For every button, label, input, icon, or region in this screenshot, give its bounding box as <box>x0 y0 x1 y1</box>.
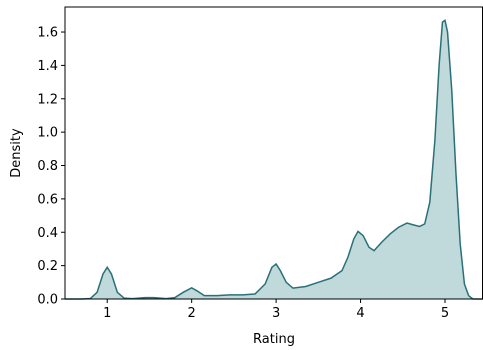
y-tick-label: 0.6 <box>37 192 58 207</box>
x-axis: 1 2 3 4 5 <box>103 299 449 321</box>
x-tick-label: 5 <box>441 306 449 321</box>
y-tick-label: 1.2 <box>37 92 58 107</box>
y-tick-label: 0.0 <box>37 293 58 308</box>
x-tick-label: 4 <box>356 306 364 321</box>
y-tick-label: 0.4 <box>37 226 58 241</box>
x-tick-label: 3 <box>272 306 280 321</box>
density-area-0 <box>65 20 483 299</box>
x-tick-label: 1 <box>103 306 111 321</box>
x-axis-label: Rating <box>253 332 295 347</box>
y-tick-label: 1.4 <box>37 59 58 74</box>
y-tick-label: 0.8 <box>37 159 58 174</box>
y-axis-label: Density <box>9 128 24 178</box>
y-axis: 0.0 0.2 0.4 0.6 0.8 1.0 1.2 1.4 1.6 <box>37 26 65 308</box>
density-line-0 <box>65 19 483 300</box>
y-tick-label: 1.6 <box>37 26 58 41</box>
y-tick-label: 0.2 <box>37 259 58 274</box>
plot-area <box>65 19 483 300</box>
x-tick-label: 2 <box>188 306 196 321</box>
y-tick-label: 1.0 <box>37 126 58 141</box>
